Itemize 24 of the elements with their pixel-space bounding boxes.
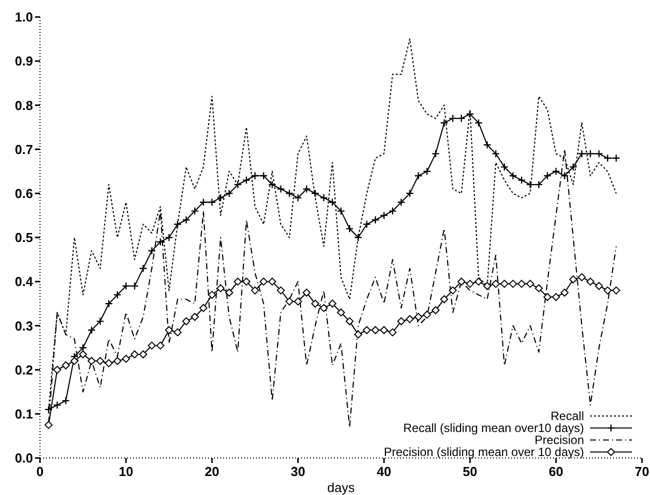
y-tick-label: 0.3 [14, 318, 33, 334]
legend-label: Precision (sliding mean over 10 days) [384, 445, 584, 460]
y-tick-label: 1.0 [14, 10, 33, 25]
x-tick-label: 30 [290, 464, 306, 479]
y-tick-label: 0.1 [14, 406, 33, 422]
y-tick-label: 0.9 [14, 54, 33, 69]
y-tick-label: 0.8 [14, 98, 33, 113]
x-tick-label: 0 [36, 464, 44, 479]
y-tick-label: 0.0 [14, 450, 33, 466]
legend-label: Recall (sliding mean over10 days) [403, 421, 584, 436]
x-tick-label: 20 [204, 464, 220, 479]
legend-label: Recall [550, 409, 584, 424]
x-axis-title: days [327, 480, 356, 495]
x-tick-label: 10 [118, 464, 134, 479]
legend-label: Precision [534, 433, 584, 448]
y-tick-label: 0.2 [14, 362, 33, 378]
x-tick-label: 60 [548, 464, 564, 479]
y-tick-label: 0.7 [14, 142, 33, 157]
x-tick-label: 70 [634, 464, 650, 479]
x-tick-label: 40 [376, 464, 392, 479]
x-tick-label: 50 [462, 464, 478, 479]
y-tick-label: 0.6 [14, 186, 33, 201]
y-tick-label: 0.4 [14, 274, 34, 290]
y-tick-label: 0.5 [14, 230, 33, 246]
